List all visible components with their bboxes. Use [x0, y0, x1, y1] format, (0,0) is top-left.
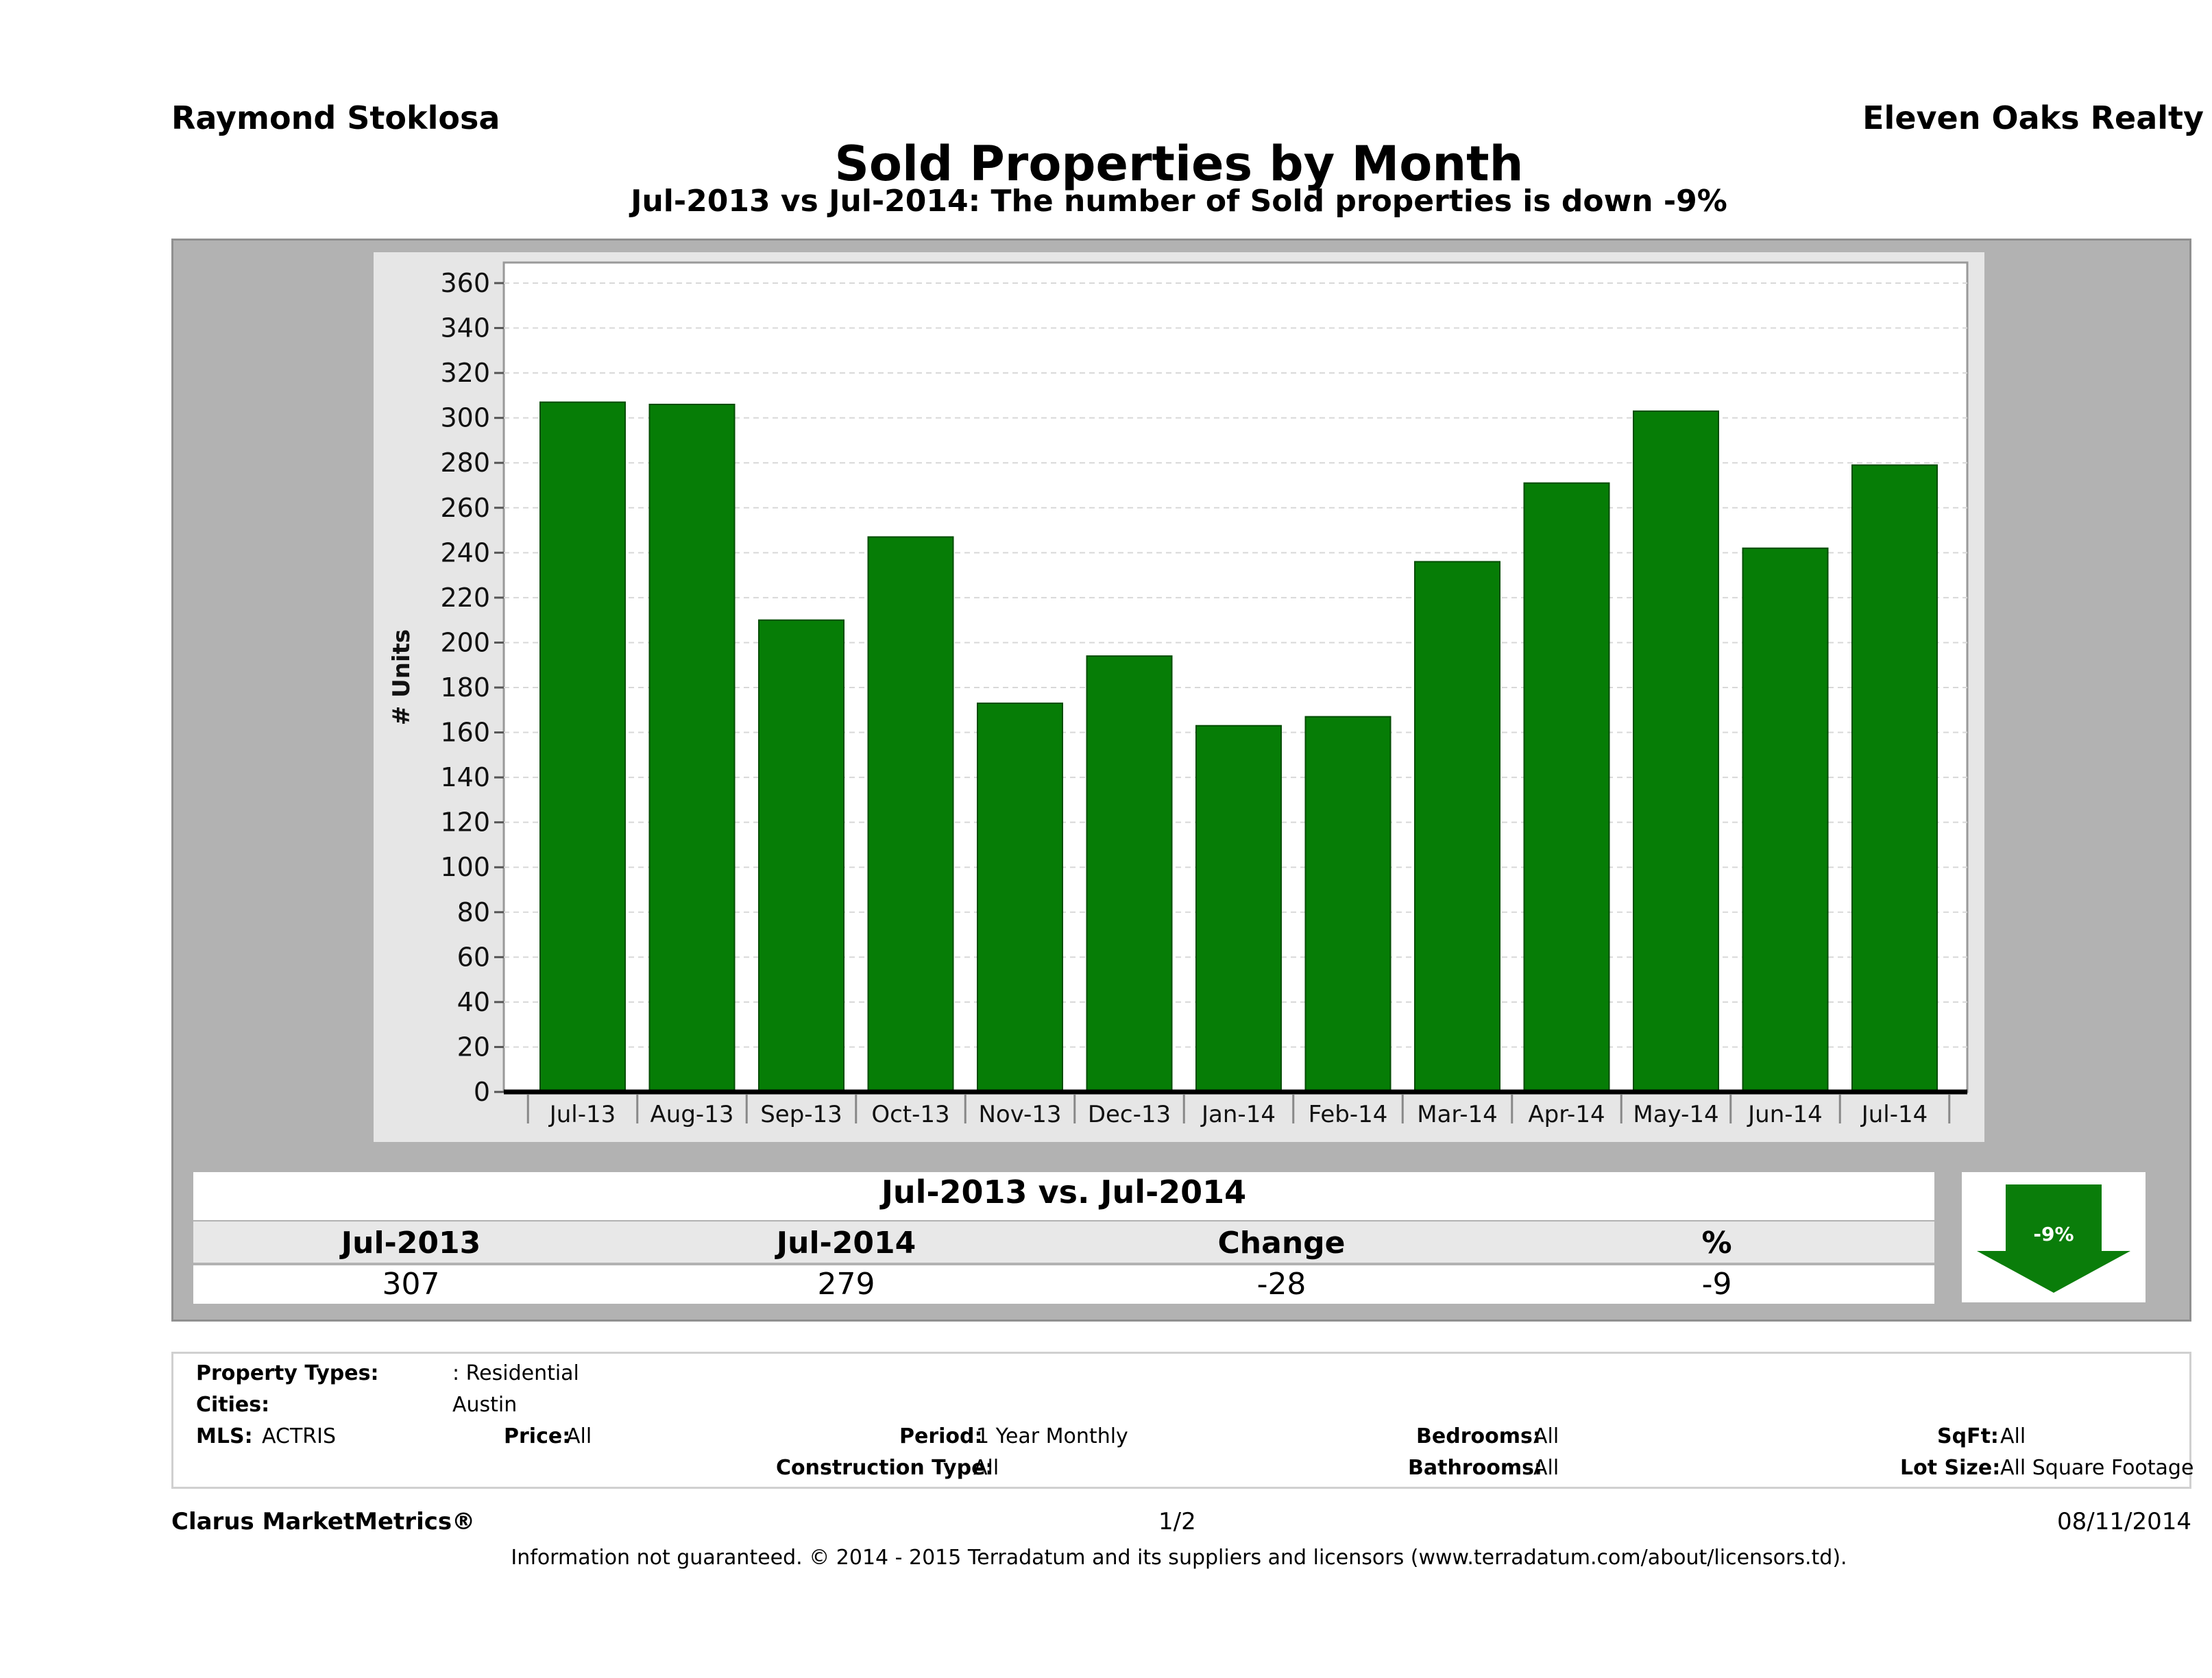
bar-feb-14 [1304, 716, 1391, 1093]
period-value: 1 Year Monthly [976, 1424, 1128, 1448]
y-tick-label: 220 [440, 583, 490, 613]
y-tick-label: 0 [474, 1077, 490, 1107]
price-label: Price: [504, 1424, 571, 1448]
bar-dec-13 [1086, 655, 1173, 1093]
mls-value: ACTRIS [262, 1424, 337, 1448]
page-indicator: 1/2 [1158, 1508, 1196, 1535]
x-tick-label: Apr-14 [1528, 1101, 1605, 1128]
chart-title: Sold Properties by Month [834, 136, 1524, 192]
y-tick-label: 40 [457, 987, 490, 1017]
summary-col-jul-2013: Jul-2013 [341, 1226, 481, 1261]
y-tick-label: 160 [440, 718, 490, 748]
y-tick-label: 320 [440, 358, 490, 388]
y-tick-label: 60 [457, 942, 490, 972]
y-tick-label: 340 [440, 313, 490, 343]
summary-title: Jul-2013 vs. Jul-2014 [881, 1174, 1247, 1211]
summary-values-bg [193, 1265, 1934, 1304]
y-tick-label: 180 [440, 672, 490, 703]
bedrooms-label: Bedrooms: [1416, 1424, 1541, 1448]
sqft-value: All [2000, 1424, 2026, 1448]
bathrooms-value: All [1533, 1456, 1559, 1480]
price-value: All [566, 1424, 592, 1448]
y-tick-label: 300 [440, 403, 490, 433]
report-date: 08/11/2014 [2057, 1508, 2191, 1535]
x-tick-label: Oct-13 [871, 1101, 949, 1128]
bathrooms-label: Bathrooms: [1408, 1456, 1542, 1480]
y-tick-label: 100 [440, 852, 490, 882]
property-types-label: Property Types: [196, 1361, 379, 1385]
bar-jul-14 [1851, 464, 1938, 1093]
x-tick-label: Jun-14 [1747, 1101, 1823, 1128]
x-tick-label: May-14 [1633, 1101, 1718, 1128]
summary-val-change: -28 [1256, 1267, 1306, 1302]
x-tick-label: Jul-14 [1860, 1101, 1928, 1128]
x-tick-label: Jan-14 [1200, 1101, 1276, 1128]
bar-aug-13 [648, 404, 736, 1093]
bar-nov-13 [977, 702, 1063, 1093]
change-badge: -9% [1962, 1172, 2146, 1302]
bar-mar-14 [1414, 561, 1500, 1093]
summary-col-percent: % [1701, 1226, 1732, 1261]
summary-col-change: Change [1217, 1226, 1346, 1261]
bedrooms-value: All [1533, 1424, 1559, 1448]
bar-may-14 [1633, 410, 1719, 1093]
lot-size-label: Lot Size: [1900, 1456, 2001, 1480]
cities-label: Cities: [196, 1393, 270, 1417]
cities-value: Austin [452, 1393, 518, 1417]
summary-val-jul-2013: 307 [382, 1267, 440, 1302]
y-tick-label: 260 [440, 493, 490, 523]
disclaimer: Information not guaranteed. © 2014 - 201… [511, 1546, 1847, 1570]
summary-val-percent: -9 [1701, 1267, 1732, 1302]
property-types-value: : Residential [452, 1361, 579, 1385]
x-tick-label: Aug-13 [651, 1101, 734, 1128]
y-tick-label: 200 [440, 627, 490, 657]
x-tick-label: Sep-13 [760, 1101, 842, 1128]
footer-brand: Clarus MarketMetrics® [171, 1508, 476, 1535]
y-tick-label: 360 [440, 268, 490, 298]
y-tick-label: 20 [457, 1032, 490, 1062]
bar-oct-13 [867, 536, 954, 1093]
agent-name: Raymond Stoklosa [171, 99, 500, 136]
change-badge-label: -9% [2033, 1223, 2074, 1245]
x-tick-label: Feb-14 [1309, 1101, 1388, 1128]
y-tick-label: 140 [440, 762, 490, 792]
bar-sep-13 [758, 619, 844, 1093]
y-tick-label: 280 [440, 448, 490, 478]
summary-header-bg [193, 1172, 1934, 1220]
x-tick-label: Nov-13 [979, 1101, 1062, 1128]
summary-val-jul-2014: 279 [817, 1267, 875, 1302]
x-tick-label: Jul-13 [548, 1101, 616, 1128]
summary-columns-bg [193, 1221, 1934, 1263]
bar-jun-14 [1742, 547, 1829, 1093]
chart-subtitle: Jul-2013 vs Jul-2014: The number of Sold… [631, 184, 1727, 219]
y-axis-label: # Units [388, 629, 415, 725]
x-tick-label: Dec-13 [1088, 1101, 1171, 1128]
y-tick-label: 80 [457, 897, 490, 927]
sqft-label: SqFt: [1937, 1424, 1999, 1448]
filter-panel [171, 1352, 2191, 1489]
y-tick-label: 120 [440, 807, 490, 838]
y-tick-label: 240 [440, 537, 490, 568]
construction-label: Construction Type: [776, 1456, 994, 1480]
period-label: Period: [899, 1424, 983, 1448]
construction-value: All [973, 1456, 999, 1480]
mls-label: MLS: [196, 1424, 253, 1448]
x-tick-label: Mar-14 [1417, 1101, 1498, 1128]
bar-jan-14 [1195, 725, 1282, 1093]
bar-jul-13 [539, 401, 626, 1093]
company-name: Eleven Oaks Realty [1862, 99, 2204, 136]
down-arrow-icon: -9% [1977, 1184, 2130, 1293]
bar-chart: 0 20 40 60 80 100 120 140 160 180 200 220 240 260 280 3… [388, 261, 1969, 1128]
summary-col-jul-2014: Jul-2014 [776, 1226, 916, 1261]
bar-apr-14 [1523, 482, 1610, 1093]
lot-size-value: All Square Footage [2000, 1456, 2194, 1480]
